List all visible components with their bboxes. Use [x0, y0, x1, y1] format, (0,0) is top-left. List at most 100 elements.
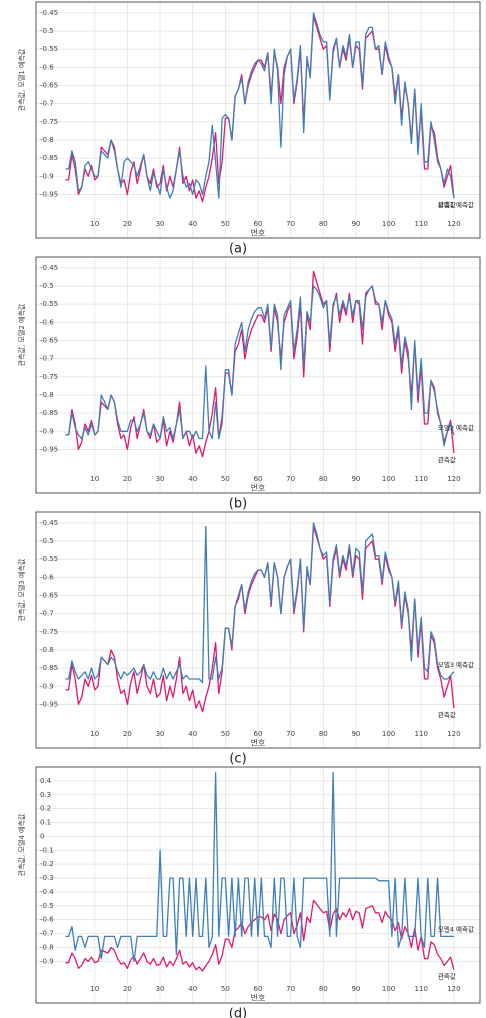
y-tick-label: -0.75: [40, 118, 58, 126]
legend-label: 관측값: [438, 710, 456, 719]
x-tick-label: 110: [415, 220, 428, 228]
y-tick-label: -0.85: [40, 409, 58, 417]
y-tick-label: -0.55: [40, 300, 58, 308]
x-tick-label: 60: [254, 220, 263, 228]
x-tick-label: 90: [351, 985, 360, 993]
y-tick-label: -0.5: [40, 282, 54, 290]
legend-label: 모델3 예측값: [438, 660, 474, 669]
x-tick-label: 30: [156, 220, 165, 228]
x-axis-label: 번호: [251, 994, 266, 1003]
x-tick-label: 80: [319, 220, 328, 228]
x-tick-label: 120: [447, 985, 460, 993]
x-tick-label: 110: [415, 730, 428, 738]
x-tick-label: 20: [123, 730, 132, 738]
x-tick-label: 40: [188, 475, 197, 483]
y-tick-label: -0.45: [40, 9, 58, 17]
y-tick-label: -0.5: [40, 27, 54, 35]
y-tick-label: -0.95: [40, 445, 58, 453]
y-tick-label: -0.65: [40, 592, 58, 600]
x-tick-label: 50: [221, 730, 230, 738]
plot-frame: [35, 1, 481, 239]
legend-label: 모델1 예측값: [438, 200, 474, 209]
y-tick-label: -0.7: [40, 100, 54, 108]
y-tick-label: -0.95: [40, 190, 58, 198]
y-tick-label: 0: [40, 832, 44, 840]
y-tick-label: -0.3: [40, 874, 54, 882]
x-axis-label: 번호: [251, 229, 266, 238]
y-tick-label: -0.95: [40, 700, 58, 708]
y-tick-label: -0.75: [40, 628, 58, 636]
x-tick-label: 30: [156, 985, 165, 993]
y-tick-label: -0.75: [40, 373, 58, 381]
plot-frame: [35, 511, 481, 749]
y-tick-label: -0.9: [40, 172, 54, 180]
data-line: [65, 12, 455, 199]
x-tick-label: 120: [447, 730, 460, 738]
caption: (a): [229, 242, 247, 257]
chart-panel: 10 20 30 40 50 60 70 80 90 100 110 120 -0.95 -0.9 -0.8…: [17, 511, 481, 767]
y-tick-label: -0.65: [40, 337, 58, 345]
y-tick-label: -0.7: [40, 610, 54, 618]
y-tick-label: -0.9: [40, 427, 54, 435]
plot-frame: [35, 256, 481, 494]
x-axis-label: 번호: [251, 484, 266, 493]
x-tick-label: 70: [286, 730, 295, 738]
x-axis-label: 번호: [251, 739, 266, 748]
y-tick-label: -0.8: [40, 646, 54, 654]
y-axis-label: 관측값, 모델1 예측값: [17, 48, 26, 111]
y-tick-label: -0.85: [40, 664, 58, 672]
data-line: [65, 771, 454, 963]
y-tick-label: -0.65: [40, 82, 58, 90]
data-line: [65, 522, 455, 684]
caption: (c): [229, 752, 246, 767]
x-tick-label: 40: [188, 730, 197, 738]
y-tick-label: -0.45: [40, 264, 58, 272]
x-tick-label: 10: [90, 220, 99, 228]
y-tick-label: -0.7: [40, 930, 54, 938]
x-tick-label: 60: [254, 730, 263, 738]
x-tick-label: 100: [382, 220, 395, 228]
legend-label: 모델4 예측값: [438, 924, 474, 933]
y-axis-label: 관측값, 모델2 예측값: [17, 303, 26, 366]
x-tick-label: 70: [286, 475, 295, 483]
y-tick-label: 0.1: [40, 819, 51, 827]
x-tick-label: 10: [90, 730, 99, 738]
y-tick-label: -0.5: [40, 537, 54, 545]
plot-frame: [35, 766, 481, 1004]
data-line: [65, 270, 455, 458]
y-tick-label: -0.5: [40, 902, 54, 910]
x-tick-label: 50: [221, 475, 230, 483]
legend-label: 관측값: [438, 972, 456, 981]
x-tick-label: 80: [319, 730, 328, 738]
chart-panel: 10 20 30 40 50 60 70 80 90 100 110 120 -0.95 -0.9 -0.8…: [17, 256, 481, 512]
data-line: [65, 285, 455, 447]
y-axis-label: 관측값, 모델3 예측값: [17, 558, 26, 621]
y-tick-label: -0.45: [40, 519, 58, 527]
x-tick-label: 60: [254, 475, 263, 483]
x-tick-label: 30: [156, 730, 165, 738]
y-tick-label: -0.8: [40, 943, 54, 951]
y-tick-label: -0.55: [40, 555, 58, 563]
chart-panel: 10 20 30 40 50 60 70 80 90 100 110 120 -0.9 -0.8 -0.7 -…: [17, 766, 481, 1018]
x-tick-label: 90: [351, 475, 360, 483]
data-line: [65, 525, 455, 713]
y-tick-label: -0.7: [40, 355, 54, 363]
x-tick-label: 80: [319, 475, 328, 483]
y-tick-label: -0.6: [40, 63, 54, 71]
x-tick-label: 10: [90, 985, 99, 993]
y-tick-label: -0.6: [40, 916, 54, 924]
x-tick-label: 50: [221, 220, 230, 228]
y-tick-label: -0.85: [40, 154, 58, 162]
x-tick-label: 110: [415, 985, 428, 993]
y-tick-label: -0.6: [40, 573, 54, 581]
y-tick-label: -0.9: [40, 957, 54, 965]
y-tick-label: -0.2: [40, 860, 54, 868]
y-tick-label: -0.6: [40, 318, 54, 326]
x-tick-label: 10: [90, 475, 99, 483]
x-tick-label: 20: [123, 475, 132, 483]
x-tick-label: 30: [156, 475, 165, 483]
x-tick-label: 70: [286, 220, 295, 228]
legend-label: 관측값: [438, 200, 456, 209]
y-tick-label: 0.2: [40, 805, 51, 813]
